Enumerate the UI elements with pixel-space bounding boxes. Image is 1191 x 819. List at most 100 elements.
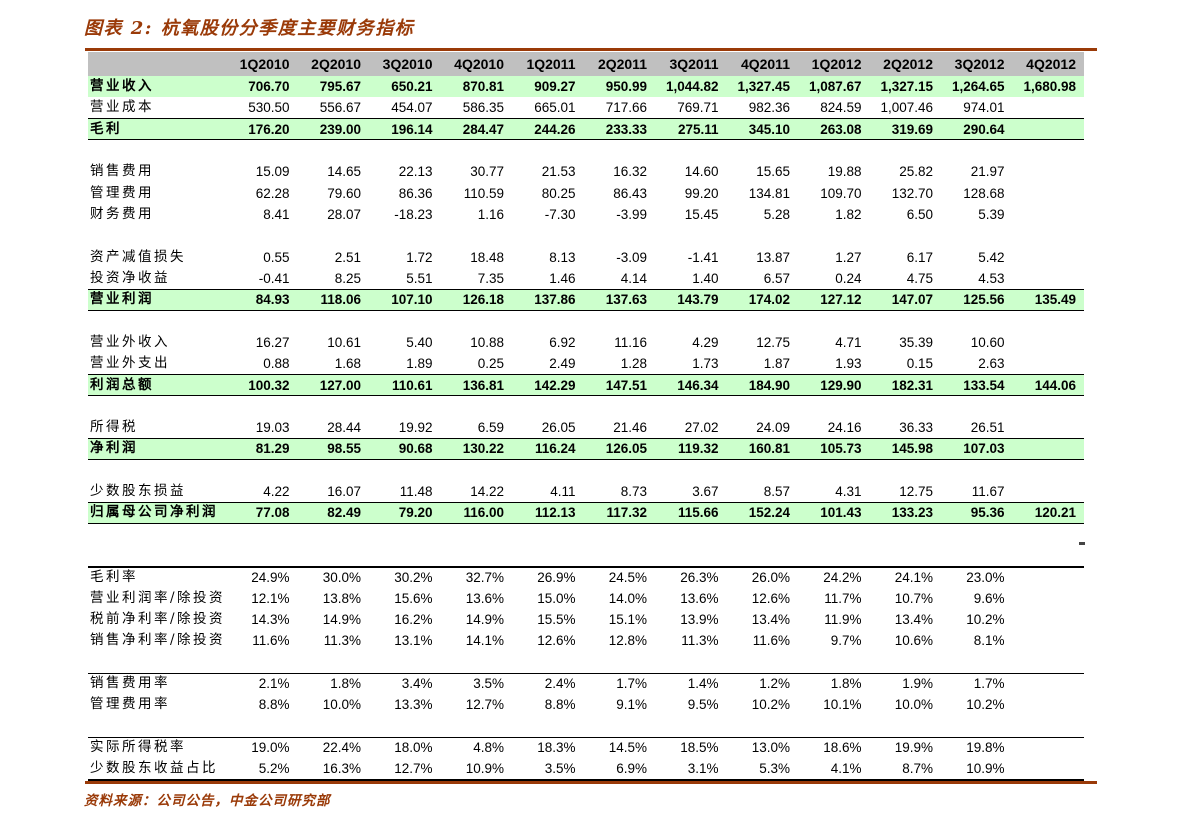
value-cell xyxy=(798,652,870,673)
row-label: 所得税 xyxy=(90,418,138,435)
value-cell xyxy=(369,545,441,566)
table-row: 营业外收入 16.27 10.61 5.40 10.88 6.92 11.16 4.29 12.… xyxy=(88,332,1084,353)
value-cell: 4.71 xyxy=(835,334,862,350)
value-cell: 84.93 xyxy=(226,288,298,312)
value-cell: 1.8% xyxy=(798,672,870,695)
value-cell: 110.59 xyxy=(463,185,504,201)
value-cell: 146.34 xyxy=(655,374,727,397)
column-header: 2Q2010 xyxy=(297,52,369,76)
value-cell xyxy=(655,311,727,332)
value-cell: 115.66 xyxy=(655,502,727,525)
value-cell xyxy=(798,524,870,545)
value-cell: 30.2% xyxy=(369,565,441,588)
row-label xyxy=(88,396,226,417)
value-cell: 19.8% xyxy=(941,736,1013,759)
value-cell xyxy=(1013,460,1085,481)
value-cell xyxy=(298,652,370,673)
value-cell: 12.8% xyxy=(608,633,647,649)
value-cell xyxy=(441,311,513,332)
column-header: 3Q2012 xyxy=(941,52,1013,76)
value-cell: 30.77 xyxy=(470,164,504,180)
value-cell: 136.81 xyxy=(440,374,512,397)
value-cell: 9.7% xyxy=(830,633,862,649)
value-cell: 244.26 xyxy=(512,118,584,141)
value-cell: 0.88 xyxy=(263,355,290,371)
value-cell xyxy=(298,140,370,161)
value-cell: 19.88 xyxy=(827,164,862,180)
value-cell: 3.4% xyxy=(369,672,441,695)
value-cell: 1.8% xyxy=(297,672,369,695)
value-cell xyxy=(1013,652,1085,673)
spacer-row xyxy=(88,460,1084,481)
value-cell: 152.24 xyxy=(726,502,798,525)
value-cell: 18.0% xyxy=(369,736,441,759)
value-cell: 27.02 xyxy=(684,419,719,435)
value-cell: 127.00 xyxy=(297,374,369,397)
table-row: 营业成本 530.50 556.67 454.07 586.35 665.01 717.66… xyxy=(88,97,1084,118)
value-cell xyxy=(655,460,727,481)
row-label: 毛利率 xyxy=(88,565,226,588)
column-header: 1Q2012 xyxy=(798,52,870,76)
value-cell: 80.25 xyxy=(541,185,576,201)
value-cell: 11.16 xyxy=(614,334,647,350)
value-cell: 5.51 xyxy=(406,270,433,286)
value-cell xyxy=(941,460,1013,481)
value-cell xyxy=(1013,417,1085,438)
value-cell: 4.53 xyxy=(978,270,1005,286)
value-cell xyxy=(512,652,584,673)
value-cell xyxy=(870,140,942,161)
value-cell xyxy=(226,460,298,481)
value-cell: 4.29 xyxy=(692,334,719,350)
value-cell: 116.00 xyxy=(440,502,512,525)
value-cell: 133.23 xyxy=(869,502,941,525)
value-cell xyxy=(870,524,942,545)
value-cell: 23.0% xyxy=(941,565,1013,588)
value-cell: 130.22 xyxy=(440,438,512,461)
value-cell: 454.07 xyxy=(391,99,433,115)
value-cell: 100.32 xyxy=(226,374,298,397)
row-label xyxy=(88,140,226,161)
value-cell xyxy=(727,140,799,161)
value-cell xyxy=(941,396,1013,417)
value-cell: 2.1% xyxy=(226,672,298,695)
value-cell xyxy=(369,311,441,332)
value-cell: 14.0% xyxy=(608,590,647,606)
spacer-row xyxy=(88,716,1084,737)
value-cell: 10.2% xyxy=(751,697,790,713)
table-row: 毛利率 24.9% 30.0% 30.2% 32.7% 26.9% 24.5% 26.3% 26… xyxy=(88,565,1084,588)
value-cell: 26.05 xyxy=(541,419,576,435)
value-cell: 706.70 xyxy=(226,76,298,98)
value-cell: 116.24 xyxy=(512,438,584,461)
value-cell: 8.8% xyxy=(258,697,290,713)
value-cell: 7.35 xyxy=(477,270,504,286)
value-cell: 86.36 xyxy=(398,185,433,201)
value-cell: 14.3% xyxy=(251,612,290,628)
value-cell xyxy=(1013,311,1085,332)
table-row: 营业外支出 0.88 1.68 1.89 0.25 2.49 1.28 1.73 1.87 1.9… xyxy=(88,353,1084,374)
value-cell xyxy=(941,524,1013,545)
value-cell: 795.67 xyxy=(297,76,369,98)
value-cell xyxy=(1012,118,1084,141)
value-cell: 1,327.15 xyxy=(869,76,941,98)
value-cell xyxy=(1012,438,1084,461)
value-cell: 22.4% xyxy=(297,736,369,759)
value-cell: 1,087.67 xyxy=(798,76,870,98)
value-cell: 14.1% xyxy=(465,633,504,649)
row-label: 管理费用率 xyxy=(90,696,170,713)
value-cell xyxy=(655,225,727,246)
value-cell: 28.07 xyxy=(327,206,361,222)
row-label: 资产减值损失 xyxy=(90,248,186,265)
row-label: 销售费用 xyxy=(90,163,154,180)
value-cell: 112.13 xyxy=(512,502,584,525)
header-row: 1Q2010 2Q2010 3Q2010 4Q2010 1Q2011 2Q2011 3Q20… xyxy=(88,52,1084,76)
value-cell xyxy=(1013,695,1085,716)
value-cell: 345.10 xyxy=(726,118,798,141)
value-cell: 530.50 xyxy=(248,99,290,115)
value-cell: 13.8% xyxy=(322,590,361,606)
value-cell: 950.99 xyxy=(583,76,655,98)
value-cell: 1.68 xyxy=(334,355,361,371)
value-cell xyxy=(512,524,584,545)
value-cell xyxy=(655,524,727,545)
value-cell xyxy=(655,396,727,417)
value-cell xyxy=(226,716,298,737)
